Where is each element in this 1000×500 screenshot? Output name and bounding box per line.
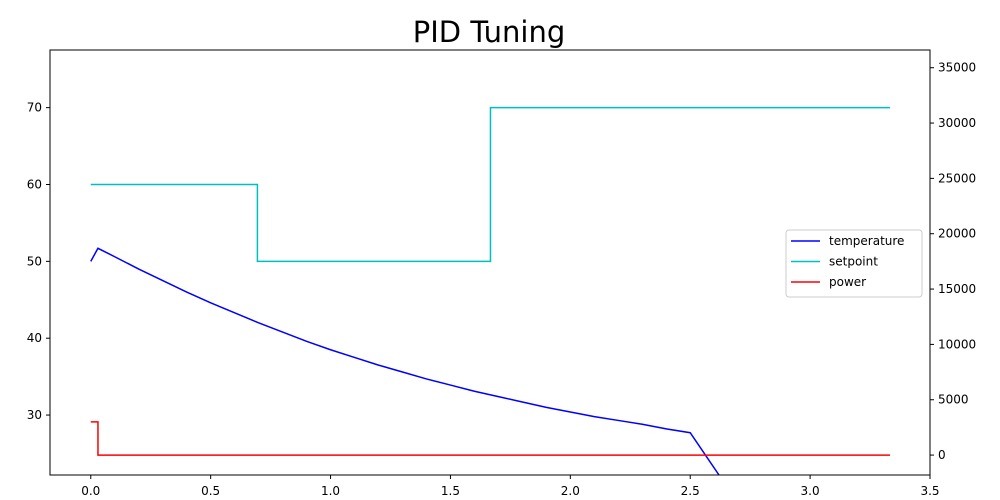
series-layer: [90, 106, 890, 475]
y2-tick-label: 20000: [938, 227, 976, 241]
y2-tick-label: 10000: [938, 337, 976, 351]
x-tick-label: 2.5: [681, 484, 700, 498]
legend: temperature setpoint power: [785, 229, 923, 298]
x-tick-label: 3.5: [920, 484, 939, 498]
x-tick-label: 2.0: [561, 484, 580, 498]
series-line-setpoint: [90, 106, 890, 263]
y-tick-label: 60: [27, 177, 42, 191]
x-tick-label: 1.0: [321, 484, 340, 498]
legend-label-setpoint: setpoint: [829, 255, 878, 269]
x-tick-label: 1.5: [441, 484, 460, 498]
legend-label-temperature: temperature: [829, 234, 904, 248]
y2-tick-label: 35000: [938, 61, 976, 75]
legend-box: [785, 229, 923, 298]
y-tick-label: 70: [27, 101, 42, 115]
plot-frame: [49, 49, 931, 476]
x-tick-label: 0.5: [201, 484, 220, 498]
y2-tick-label: 15000: [938, 282, 976, 296]
legend-label-power: power: [829, 275, 866, 289]
chart-title: PID Tuning: [413, 15, 566, 49]
series-line-power: [90, 421, 890, 456]
y2-tick-label: 0: [938, 448, 946, 462]
y-tick-label: 30: [27, 408, 42, 422]
y-tick-label: 50: [27, 254, 42, 268]
axes-layer: 0.0 0.5 1.0 1.5 2.0 2.5 3.0 3.5 30 40 50 60 70 0 5000 1…: [27, 49, 976, 498]
series-line-temperature: [90, 247, 720, 475]
x-tick-label: 0.0: [81, 484, 100, 498]
y2-tick-label: 5000: [938, 393, 969, 407]
y2-tick-label: 25000: [938, 171, 976, 185]
y-tick-label: 40: [27, 331, 42, 345]
y2-tick-label: 30000: [938, 116, 976, 130]
x-tick-label: 3.0: [801, 484, 820, 498]
